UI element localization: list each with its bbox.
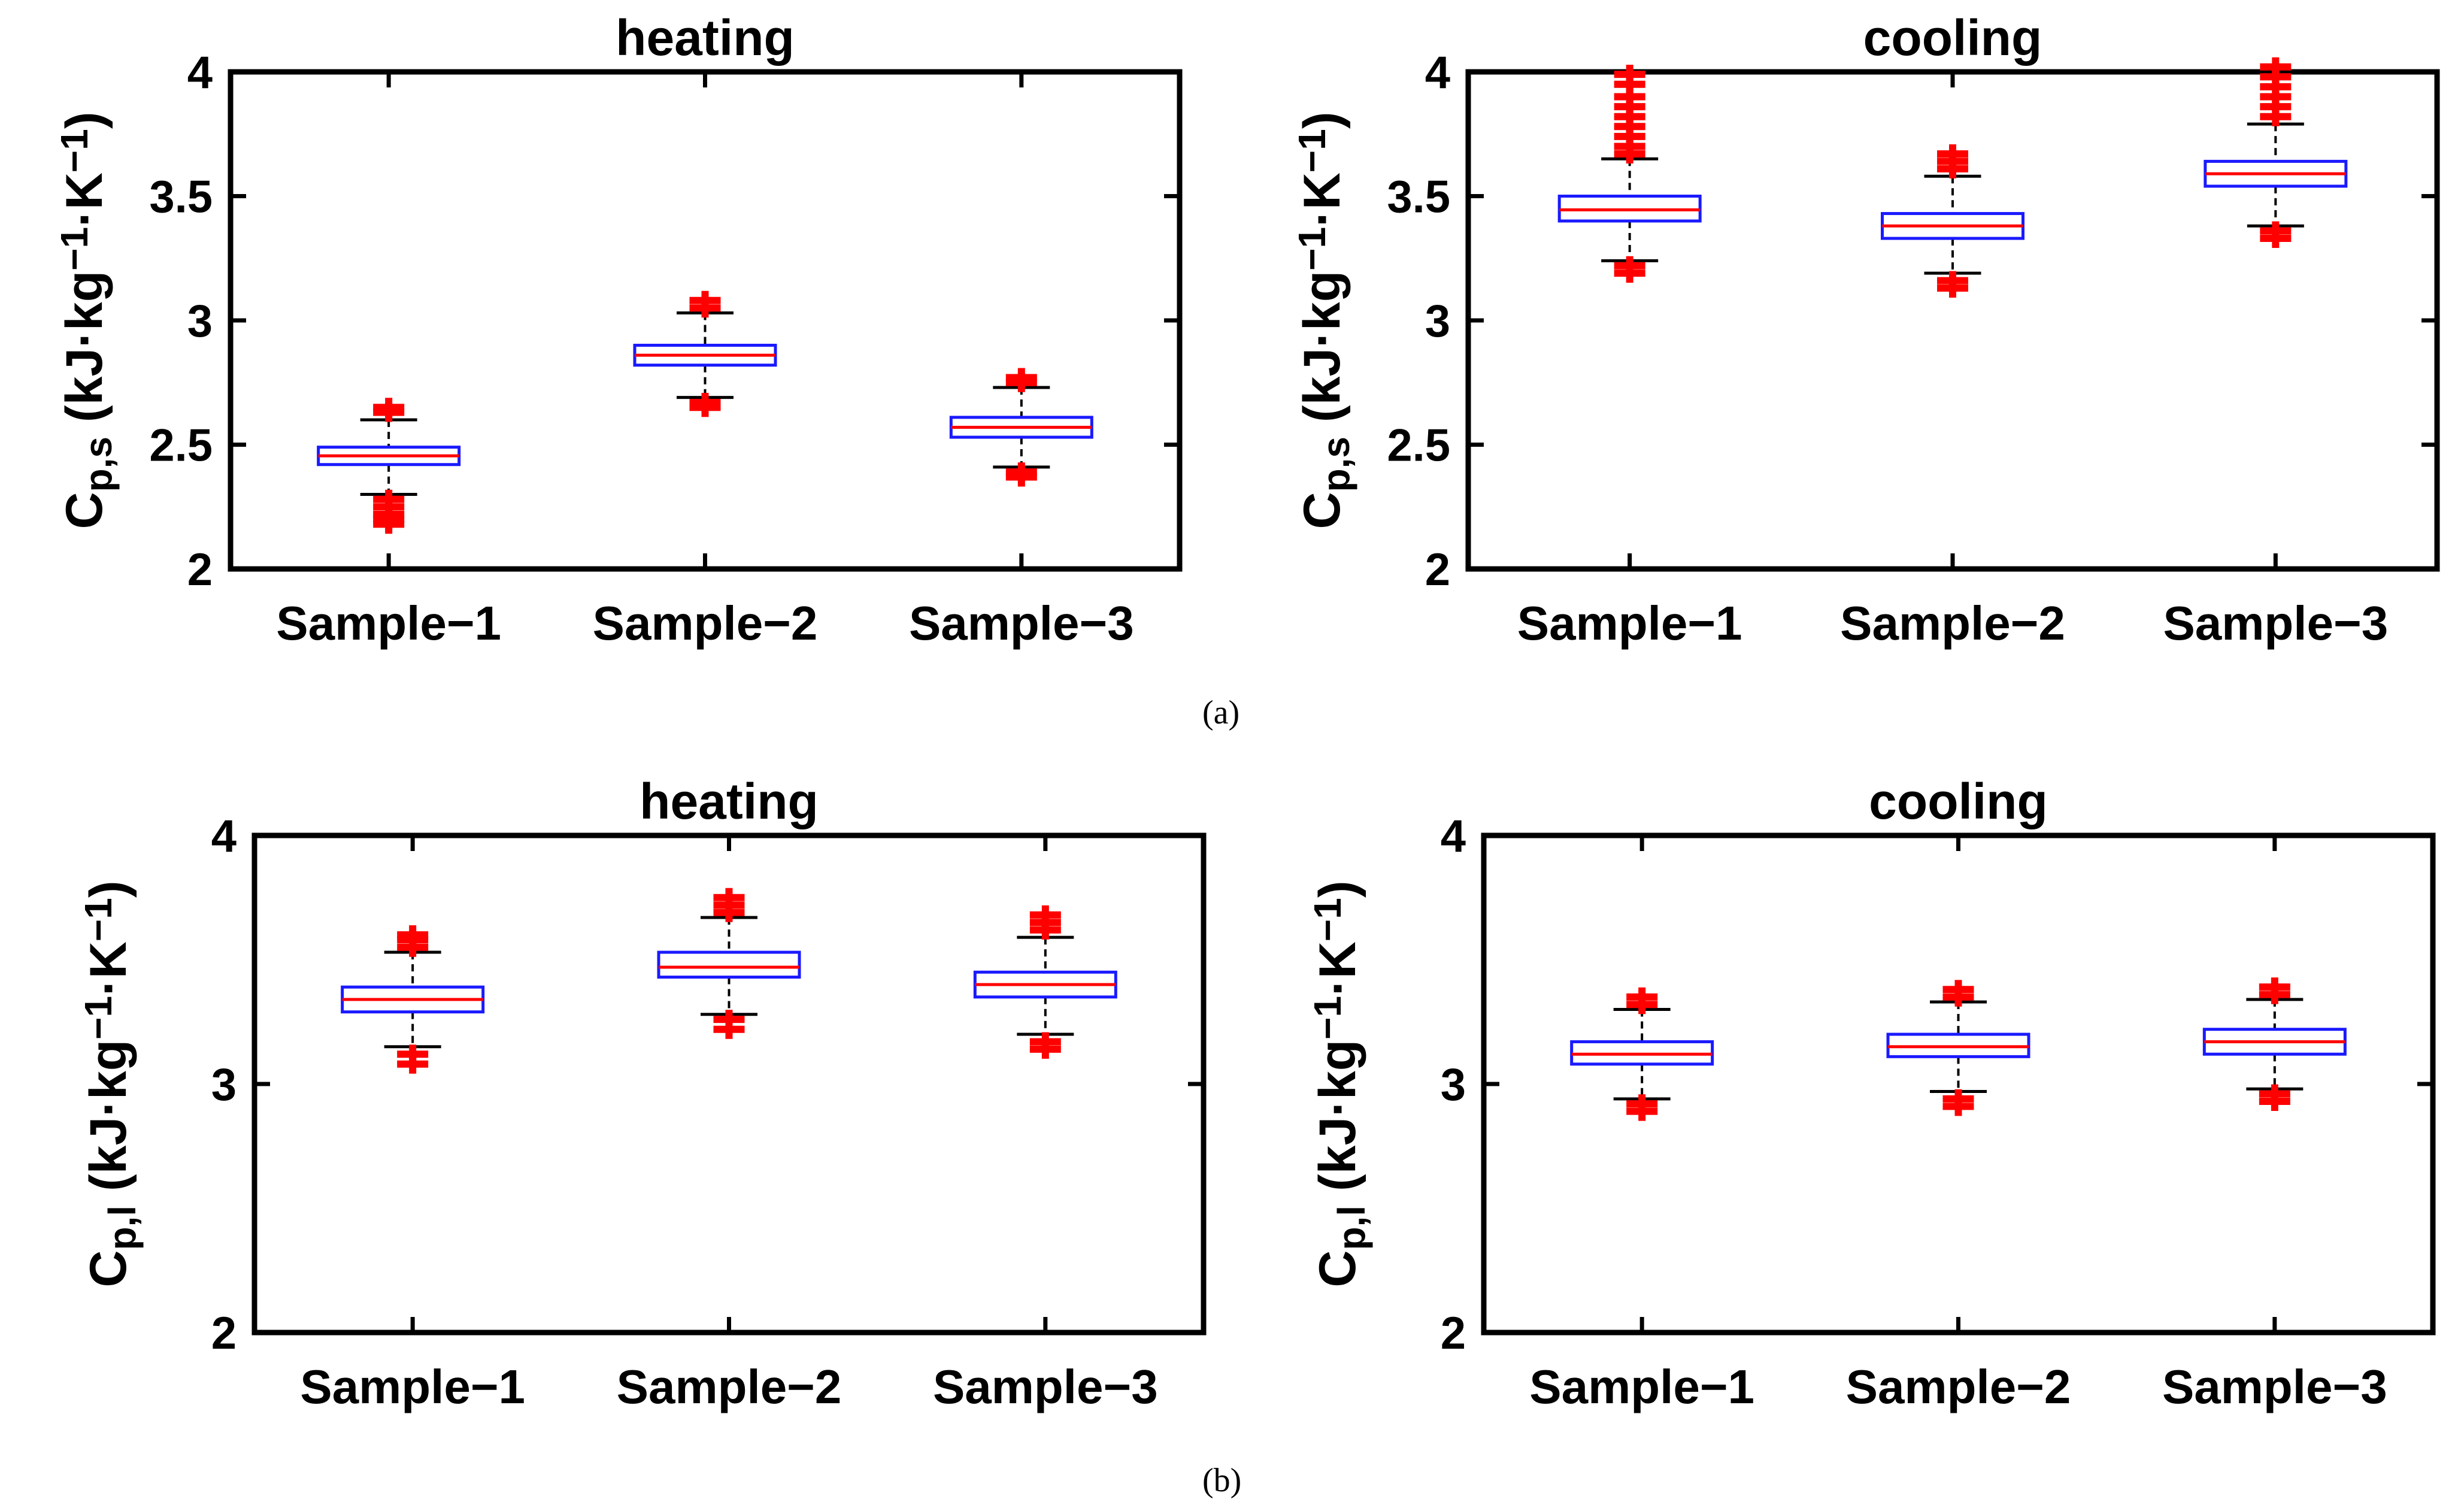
y-tick-label: 2.5 <box>1387 420 1450 471</box>
x-tick-label: Sample−2 <box>1840 596 2065 650</box>
y-axis-label-part: −1 <box>53 129 96 172</box>
box-3 <box>973 905 1117 1059</box>
y-axis-label-part: (kJ·kg <box>56 271 113 437</box>
box-2 <box>1886 980 2030 1116</box>
caption-b: (b) <box>1202 1462 1242 1499</box>
x-tick-label: Sample−2 <box>1846 1360 2071 1413</box>
chart-title: heating <box>640 773 819 829</box>
x-tick-label: Sample−3 <box>2163 596 2388 650</box>
x-tick-label: Sample−3 <box>909 596 1134 650</box>
y-axis-label: Cp,s (kJ·kg−1·K−1) <box>53 111 120 529</box>
y-tick-label: 3.5 <box>149 172 213 223</box>
y-axis-label-part: p,s <box>77 437 120 492</box>
y-axis-label-part: ) <box>1293 111 1351 129</box>
y-axis-label-part: p,s <box>1314 437 1357 492</box>
chart-title: heating <box>616 10 795 66</box>
y-axis-label-part: −1 <box>1306 996 1349 1040</box>
caption-a: (a) <box>1202 694 1240 731</box>
chart-a-heating: heating 2 2.5 3 3.5 4 Sample−1 Sample−2 Sample−3… <box>53 10 1183 650</box>
x-tick-label: Sample−1 <box>1517 596 1742 650</box>
y-axis-label-part: p,l <box>1330 1206 1373 1250</box>
y-tick-label: 4 <box>187 47 213 98</box>
y-tick-label: 2 <box>1425 544 1450 595</box>
y-axis-label-part: −1 <box>1290 129 1333 172</box>
box-1 <box>1570 987 1714 1121</box>
y-axis-label-part: (kJ·kg <box>80 1040 137 1206</box>
chart-title: cooling <box>1863 10 2042 66</box>
y-axis-label-part: −1 <box>1306 898 1349 941</box>
y-axis-label-part: ) <box>80 880 137 898</box>
y-axis-label-part: ·K <box>80 941 137 996</box>
y-axis-label-part: (kJ·kg <box>1293 271 1351 437</box>
y-axis-label-part: ·K <box>56 172 113 227</box>
y-tick-label: 3 <box>187 296 213 347</box>
x-tick-label: Sample−2 <box>593 596 818 650</box>
y-axis-label-part: ) <box>1309 880 1366 898</box>
chart-title: cooling <box>1869 773 2048 829</box>
y-tick-label: 2.5 <box>149 420 213 471</box>
y-tick-label: 2 <box>187 544 213 595</box>
y-tick-label: 3 <box>211 1059 237 1110</box>
y-tick-label: 3 <box>1441 1059 1466 1110</box>
box-iqr <box>657 950 801 979</box>
y-tick-label: 4 <box>1425 47 1450 98</box>
y-axis-label: Cp,l (kJ·kg−1·K−1) <box>1306 880 1373 1287</box>
y-axis-label-part: −1 <box>77 996 120 1040</box>
box-1 <box>341 925 485 1074</box>
box-3 <box>2204 57 2348 249</box>
y-axis-label: Cp,s (kJ·kg−1·K−1) <box>1290 111 1357 529</box>
y-axis-label-part: ·K <box>1293 172 1351 227</box>
chart-a-cooling: cooling 2 2.5 3 3.5 4 Sample−1 Sample−2 Sample−3… <box>1290 10 2440 650</box>
box-1 <box>1557 65 1702 283</box>
y-axis-label-part: p,l <box>101 1206 144 1250</box>
x-tick-label: Sample−1 <box>276 596 501 650</box>
x-tick-label: Sample−3 <box>933 1360 1158 1413</box>
box-3 <box>949 368 1093 487</box>
y-tick-label: 3.5 <box>1387 172 1450 223</box>
y-tick-label: 4 <box>1441 811 1466 862</box>
y-axis-label-part: (kJ·kg <box>1309 1040 1366 1206</box>
y-axis-label: Cp,l (kJ·kg−1·K−1) <box>77 880 144 1287</box>
y-tick-label: 2 <box>211 1308 237 1359</box>
y-axis-label-part: ·K <box>1309 941 1366 996</box>
y-tick-label: 4 <box>211 811 237 862</box>
y-axis-label-part: −1 <box>1290 227 1333 271</box>
x-tick-label: Sample−1 <box>1529 1360 1754 1413</box>
y-axis-label-part: ) <box>56 111 113 129</box>
y-axis-label-part: C <box>1293 492 1351 529</box>
y-axis-label-part: −1 <box>77 898 120 941</box>
y-axis-label-part: −1 <box>53 227 96 271</box>
x-tick-label: Sample−3 <box>2162 1360 2387 1413</box>
box-2 <box>1881 144 2024 298</box>
y-axis-label-part: C <box>56 492 113 529</box>
y-tick-label: 3 <box>1425 296 1450 347</box>
chart-b-cooling: cooling 2 3 4 Sample−1 Sample−2 Sample−3 Cp,l (… <box>1306 773 2436 1413</box>
x-tick-label: Sample−1 <box>300 1360 525 1413</box>
y-tick-label: 2 <box>1441 1308 1466 1359</box>
y-axis-label-part: C <box>1309 1250 1366 1288</box>
y-axis-label-part: C <box>80 1250 137 1288</box>
box-1 <box>317 398 461 534</box>
box-3 <box>2202 977 2347 1112</box>
chart-b-heating: heating 2 3 4 Sample−1 Sample−2 Sample−3 Cp,l (… <box>77 773 1207 1413</box>
box-2 <box>633 290 777 417</box>
x-tick-label: Sample−2 <box>617 1360 842 1413</box>
box-2 <box>657 888 801 1039</box>
